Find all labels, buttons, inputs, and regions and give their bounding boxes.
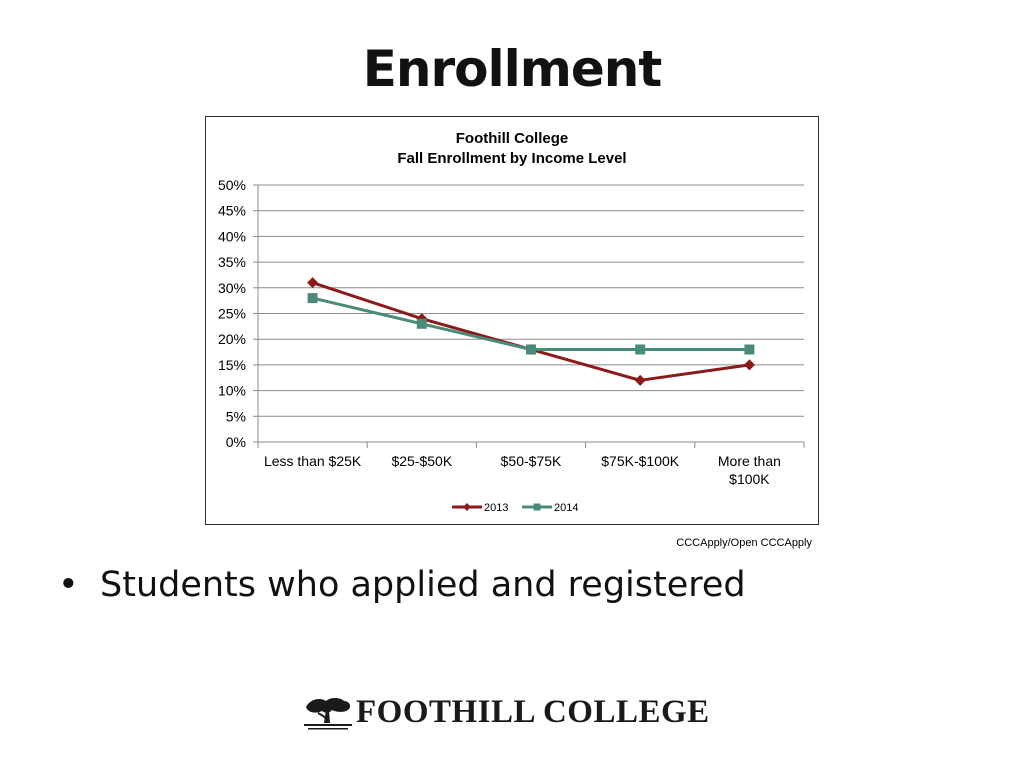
y-tick-label: 40% xyxy=(218,228,246,244)
data-point-2014 xyxy=(526,344,536,355)
bullet-point: • Students who applied and registered xyxy=(58,565,746,605)
chart-title-line: Foothill College xyxy=(456,130,569,147)
legend-label: 2014 xyxy=(554,502,578,514)
x-tick-label: Less than $25K xyxy=(264,453,362,469)
logo-text: FOOTHILL COLLEGE xyxy=(356,694,710,730)
x-tick-label: $75K-$100K xyxy=(601,453,680,469)
college-logo: FOOTHILL COLLEGE xyxy=(304,694,710,731)
legend-marker-2014 xyxy=(533,503,541,511)
data-point-2014 xyxy=(744,344,755,355)
y-tick-label: 25% xyxy=(218,306,246,322)
slide-title: Enrollment xyxy=(362,40,663,98)
bullet-marker: • xyxy=(58,565,79,605)
legend-label: 2013 xyxy=(484,502,508,514)
x-tick-label: $100K xyxy=(729,471,770,487)
y-tick-label: 15% xyxy=(218,357,246,373)
y-tick-label: 5% xyxy=(226,408,246,424)
data-point-2013 xyxy=(307,277,319,289)
y-tick-label: 45% xyxy=(218,203,246,219)
y-tick-label: 30% xyxy=(218,280,246,296)
chart-container: Foothill College Fall Enrollment by Incom… xyxy=(205,116,819,525)
chart-title-line: Fall Enrollment by Income Level xyxy=(397,150,626,167)
y-tick-label: 20% xyxy=(218,331,246,347)
y-tick-label: 10% xyxy=(218,383,246,399)
y-tick-label: 35% xyxy=(218,254,246,270)
data-point-2013 xyxy=(743,359,755,371)
bullet-text: Students who applied and registered xyxy=(100,565,746,605)
line-chart: Foothill College Fall Enrollment by Incom… xyxy=(218,130,805,514)
data-point-2014 xyxy=(635,344,646,355)
x-tick-label: $50-$75K xyxy=(501,453,562,469)
source-note: CCCApply/Open CCCApply xyxy=(676,537,812,549)
series-line-2013 xyxy=(312,281,750,382)
legend-marker-2013 xyxy=(463,503,471,511)
data-point-2013 xyxy=(634,374,646,386)
x-tick-label: More than xyxy=(718,453,781,469)
oak-tree-icon xyxy=(304,697,352,729)
data-point-2014 xyxy=(416,318,427,329)
y-tick-label: 0% xyxy=(226,434,246,450)
x-tick-label: $25-$50K xyxy=(391,453,452,469)
y-tick-label: 50% xyxy=(218,177,246,193)
data-point-2014 xyxy=(307,293,318,304)
